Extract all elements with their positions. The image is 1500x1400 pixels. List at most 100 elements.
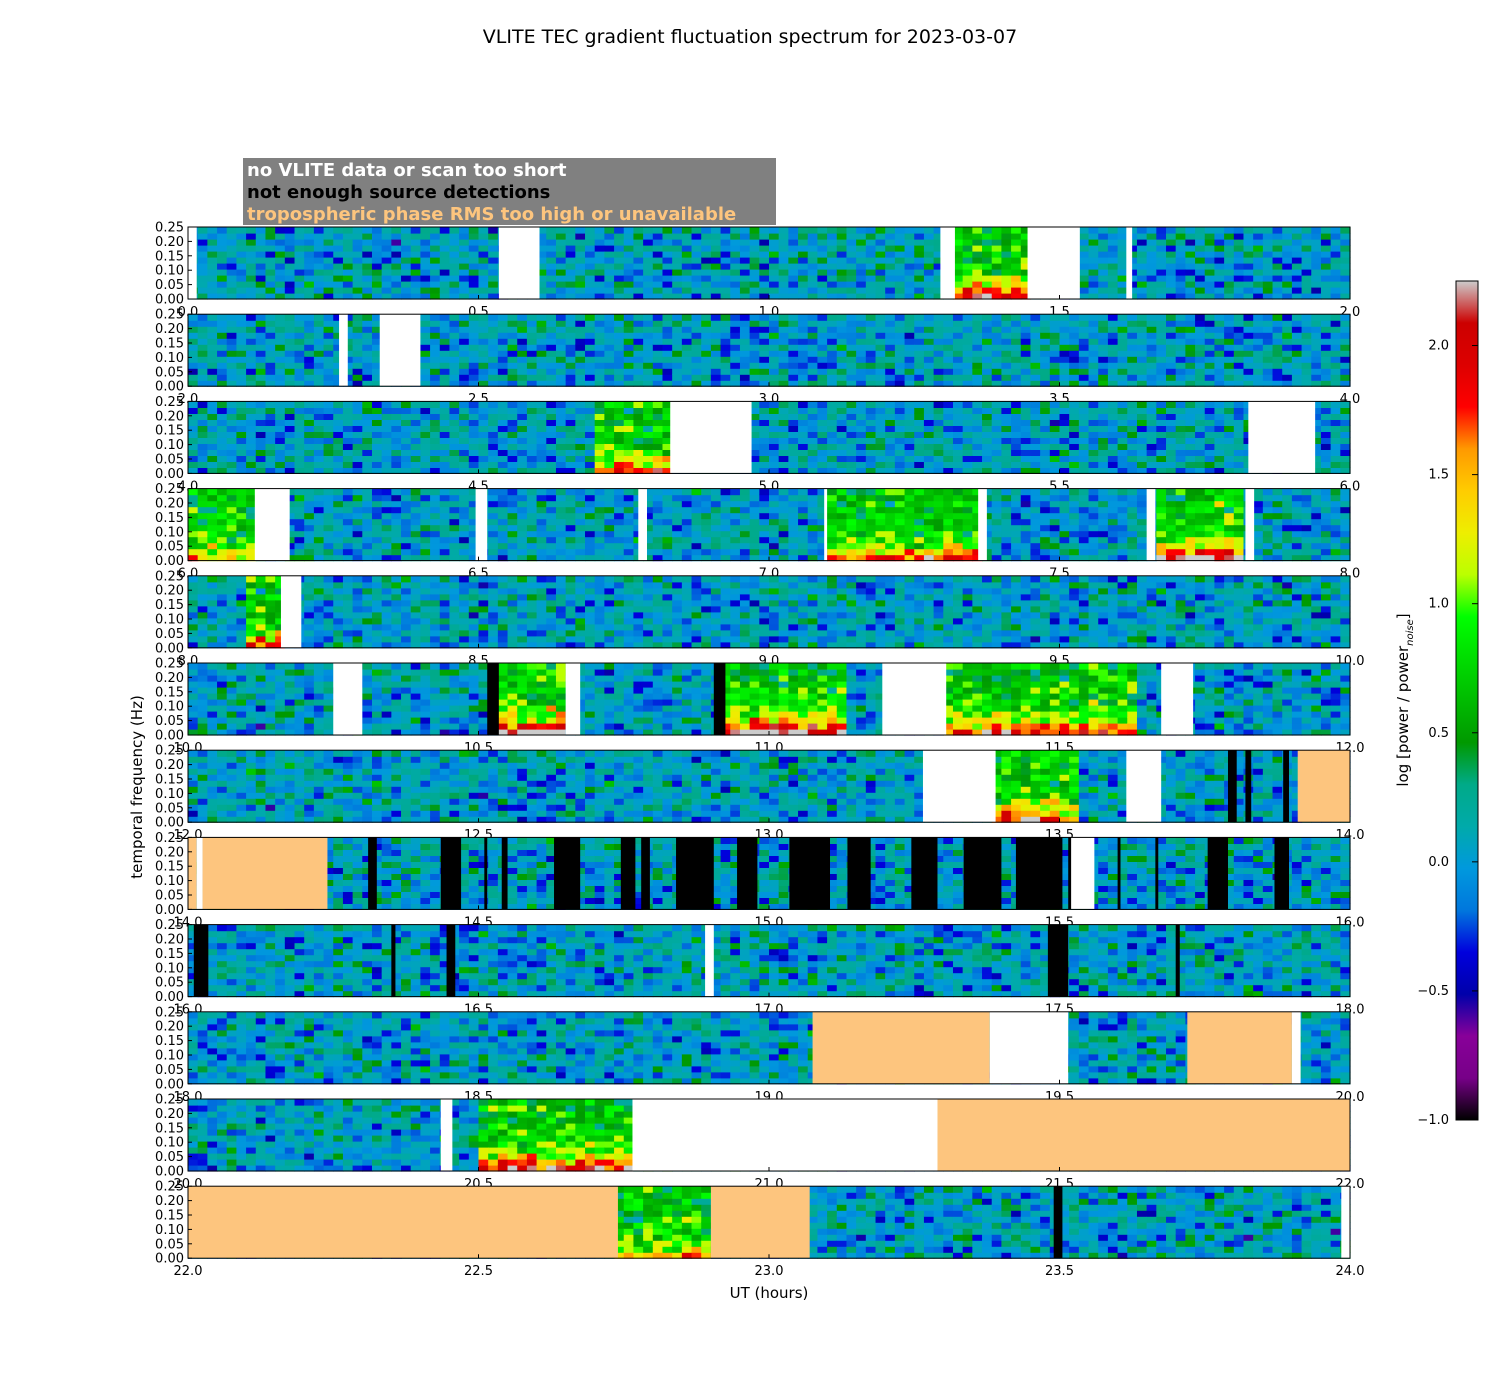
heatmap-cell <box>497 413 509 420</box>
heatmap-cell <box>1166 374 1177 381</box>
no-data-mask <box>498 227 540 299</box>
heatmap-cell <box>691 350 702 357</box>
heatmap-cell <box>633 314 644 321</box>
heatmap-cell <box>284 293 296 300</box>
heatmap-cell <box>207 512 218 520</box>
heatmap-cell <box>255 245 267 252</box>
heatmap-cell <box>304 461 315 468</box>
heatmap-cell <box>555 362 567 369</box>
heatmap-cell <box>575 275 586 282</box>
heatmap-cell <box>459 488 470 496</box>
heatmap-cell <box>236 506 247 514</box>
heatmap-cell <box>507 449 518 456</box>
heatmap-cell <box>1020 407 1032 414</box>
heatmap-cell <box>720 314 731 321</box>
heatmap-cell <box>565 287 576 294</box>
heatmap-cell <box>817 287 828 294</box>
heatmap-cell <box>1011 350 1022 357</box>
heatmap-cell <box>207 380 218 387</box>
heatmap-cell <box>1156 245 1167 252</box>
heatmap-cell <box>1330 338 1341 345</box>
heatmap-cell <box>536 431 547 438</box>
heatmap-cell <box>652 419 664 426</box>
heatmap-cell <box>662 281 673 288</box>
heatmap-cell <box>1224 227 1235 234</box>
heatmap-cell <box>991 233 1002 240</box>
heatmap-cell <box>497 506 509 514</box>
heatmap-cell <box>1136 257 1148 264</box>
heatmap-cell <box>701 287 712 294</box>
heatmap-cell <box>439 257 451 264</box>
heatmap-cell <box>759 245 770 252</box>
heatmap-cell <box>1320 281 1332 288</box>
heatmap-cell <box>759 455 770 462</box>
heatmap-cell <box>710 356 722 363</box>
heatmap-cell <box>1088 449 1099 456</box>
heatmap-cell <box>1175 437 1186 444</box>
heatmap-cell <box>575 413 586 420</box>
heatmap-cell <box>807 368 819 375</box>
heatmap-cell <box>962 356 973 363</box>
heatmap-cell <box>1069 344 1080 351</box>
heatmap-cell <box>1146 287 1157 294</box>
heatmap-cell <box>217 554 228 562</box>
heatmap-cell <box>1243 233 1254 240</box>
heatmap-cell <box>575 293 586 300</box>
heatmap-cell <box>662 227 673 234</box>
heatmap-cell <box>352 449 363 456</box>
heatmap-cell <box>371 500 383 508</box>
heatmap-cell <box>342 269 354 276</box>
heatmap-cell <box>468 362 480 369</box>
heatmap-cell <box>1078 320 1090 327</box>
heatmap-cell <box>749 350 760 357</box>
heatmap-cell <box>875 443 886 450</box>
heatmap-cell <box>739 314 751 321</box>
heatmap-cell <box>769 461 780 468</box>
heatmap-cell <box>1291 227 1303 234</box>
heatmap-cell <box>1311 362 1322 369</box>
heatmap-cell <box>614 326 625 333</box>
heatmap-cell <box>265 413 276 420</box>
heatmap-cell <box>410 548 421 556</box>
heatmap-cell <box>1040 332 1051 339</box>
heatmap-cell <box>420 407 431 414</box>
heatmap-cell <box>401 530 412 538</box>
heatmap-cell <box>788 227 799 234</box>
heatmap-cell <box>585 530 596 538</box>
heatmap-cell <box>739 251 751 258</box>
heatmap-cell <box>507 332 518 339</box>
heatmap-cell <box>943 368 954 375</box>
heatmap-cell <box>246 281 257 288</box>
heatmap-cell <box>246 380 257 387</box>
heatmap-cell <box>672 275 683 282</box>
heatmap-cell <box>536 542 547 550</box>
heatmap-cell <box>759 332 770 339</box>
heatmap-cell <box>904 350 915 357</box>
heatmap-cell <box>555 455 567 462</box>
heatmap-cell <box>759 407 770 414</box>
heatmap-cell <box>933 374 944 381</box>
heatmap-cell <box>710 227 722 234</box>
heatmap-cell <box>526 401 538 408</box>
heatmap-cell <box>1253 251 1264 258</box>
heatmap-cell <box>246 461 257 468</box>
heatmap-cell <box>284 437 296 444</box>
heatmap-cell <box>410 275 421 282</box>
heatmap-cell <box>226 362 238 369</box>
heatmap-cell <box>1069 356 1080 363</box>
heatmap-cell <box>614 449 625 456</box>
heatmap-cell <box>420 494 431 502</box>
heatmap-cell <box>1214 443 1225 450</box>
heatmap-cell <box>236 413 247 420</box>
heatmap-cell <box>207 269 218 276</box>
heatmap-cell <box>565 449 576 456</box>
heatmap-cell <box>488 467 499 474</box>
heatmap-cell <box>342 530 354 538</box>
heatmap-cell <box>623 431 635 438</box>
heatmap-cell <box>226 536 238 544</box>
heatmap-cell <box>1030 455 1041 462</box>
heatmap-cell <box>1069 461 1080 468</box>
heatmap-cell <box>1175 368 1186 375</box>
heatmap-cell <box>488 488 499 496</box>
heatmap-cell <box>236 251 247 258</box>
